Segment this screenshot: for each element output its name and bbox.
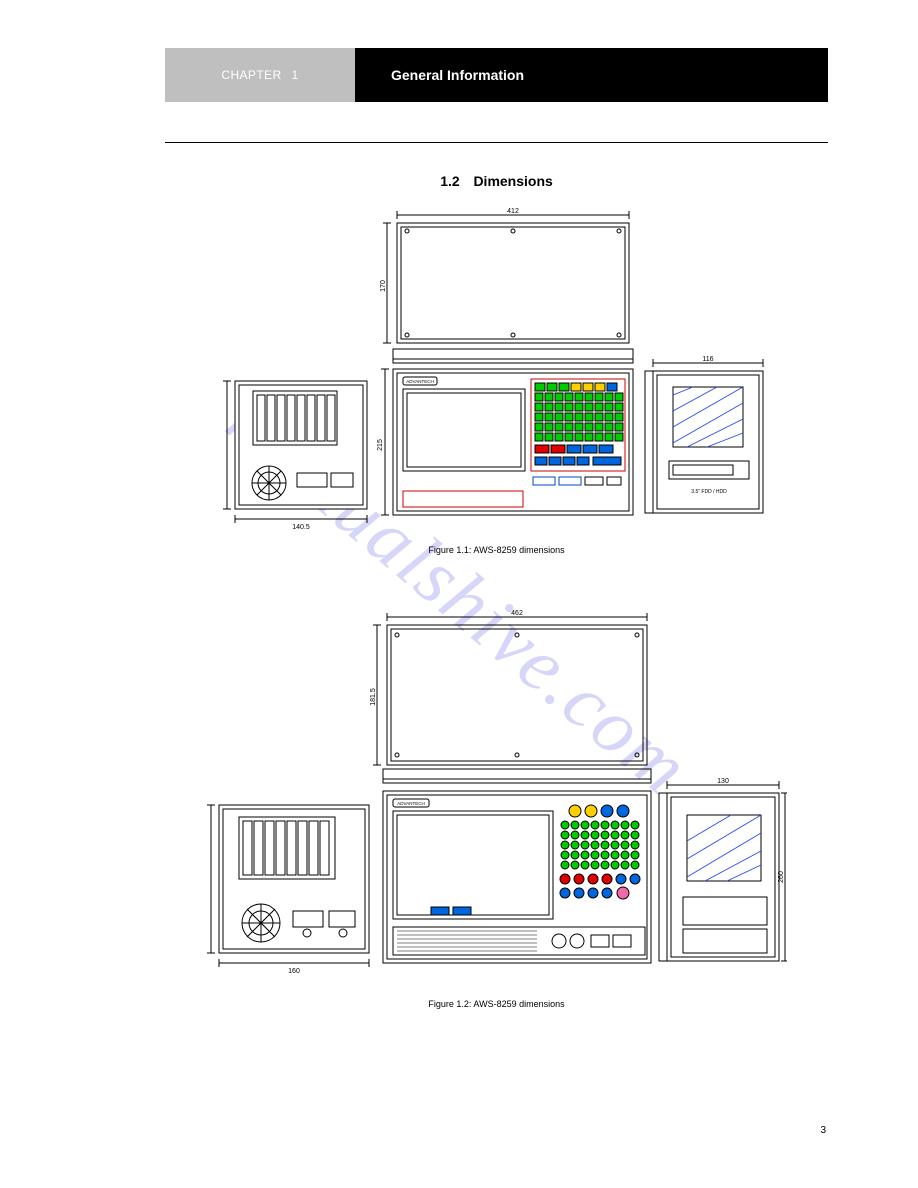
section-number: 1.2: [440, 173, 459, 189]
dim-rear-width: 140.5: [292, 524, 310, 531]
brand-label-a: ADVANTECH: [406, 379, 433, 384]
figA-rear-view: 140.5: [223, 381, 367, 531]
figB-front-view: ADVANTECH: [383, 791, 651, 963]
chapter-label: CHAPTER: [221, 68, 281, 82]
dim-rear-width-b: 160: [288, 968, 300, 975]
header-bar: CHAPTER 1 General Information: [165, 48, 828, 102]
chapter-number: 1: [292, 68, 299, 82]
header-title-text: General Information: [391, 67, 524, 83]
page-number: 3: [820, 1125, 826, 1136]
drive-label: 3.5" FDD / HDD: [691, 489, 727, 495]
dim-top-width: 412: [507, 208, 519, 215]
header-chapter: CHAPTER 1: [165, 48, 355, 102]
divider: [165, 142, 828, 143]
figure-b-caption: Figure 1.2: AWS-8259 dimensions: [428, 999, 564, 1009]
dim-front-height-a: 215: [377, 439, 384, 451]
keypad-b: [431, 805, 640, 915]
dim-top-height: 170: [380, 280, 387, 292]
dim-side-height-b: 260: [778, 871, 785, 883]
section-heading: 1.2 Dimensions: [165, 173, 828, 189]
figure-b-svg: 462 181.5: [207, 605, 787, 985]
figure-a-svg: 412 170: [217, 201, 777, 531]
figure-b: 462 181.5: [165, 605, 828, 1009]
dim-side-width-a: 116: [702, 356, 713, 363]
figA-front-view: ADVANTECH: [377, 369, 633, 515]
keypad-a: [535, 383, 623, 465]
dim-top-width-b: 462: [511, 610, 523, 617]
dim-top-height-b: 181.5: [370, 688, 377, 706]
section-title: Dimensions: [473, 173, 552, 189]
figure-a-caption: Figure 1.1: AWS-8259 dimensions: [428, 545, 564, 555]
figA-top-view: 412 170: [380, 208, 633, 363]
figure-a: 412 170: [165, 201, 828, 555]
dim-side-width-b: 130: [717, 778, 729, 785]
figB-rear-view: 160: [207, 805, 369, 975]
figB-top-view: 462 181.5: [370, 610, 651, 783]
brand-label-b: ADVANTECH: [397, 801, 424, 806]
figB-side-view: 130 260: [659, 778, 787, 961]
header-title: General Information: [355, 48, 828, 102]
figA-side-view: 3.5" FDD / HDD 116: [645, 356, 763, 513]
